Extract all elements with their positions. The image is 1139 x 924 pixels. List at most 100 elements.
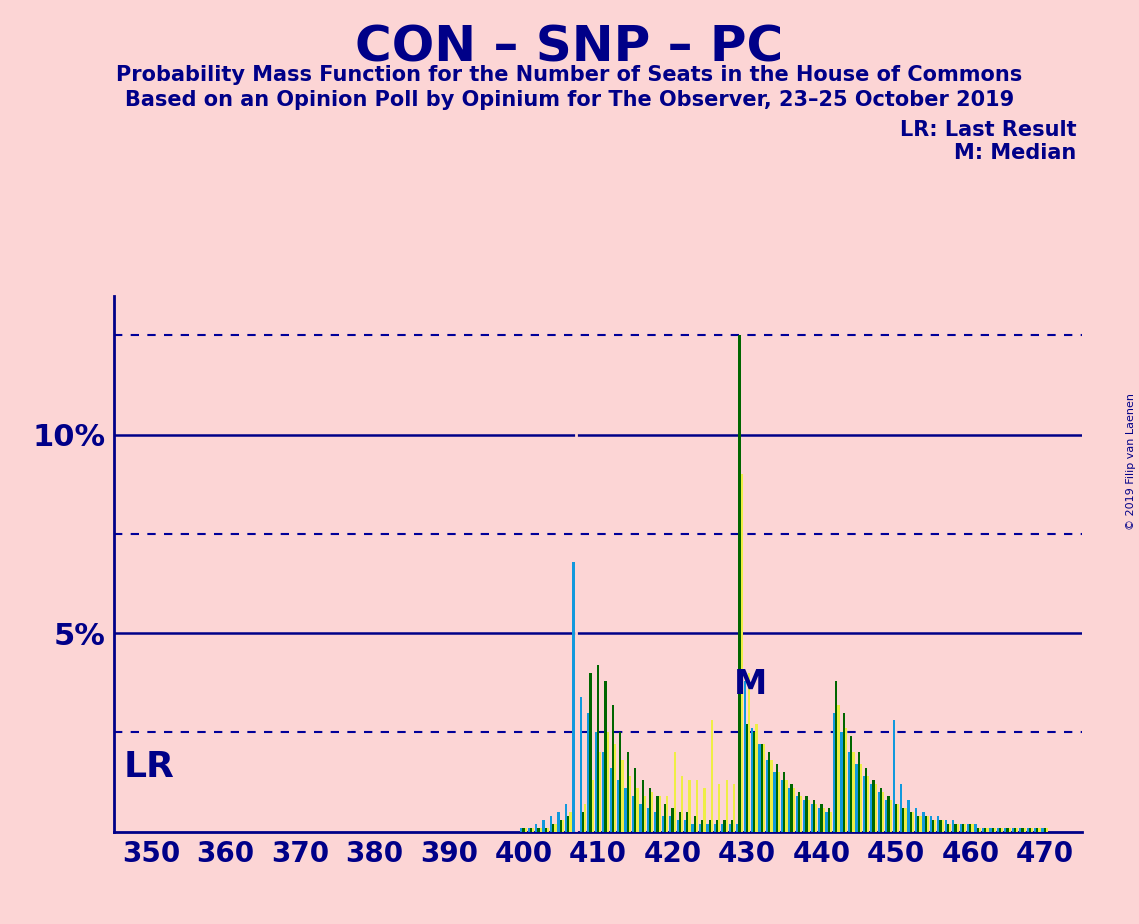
Bar	[917, 816, 919, 832]
Bar	[527, 828, 530, 832]
Bar	[872, 780, 875, 832]
Bar	[559, 820, 562, 832]
Bar	[1001, 828, 1003, 832]
Bar	[860, 764, 862, 832]
Bar	[572, 562, 574, 832]
Bar	[662, 816, 664, 832]
Bar	[969, 823, 972, 832]
Bar	[904, 808, 907, 832]
Bar	[975, 823, 976, 832]
Bar	[1014, 828, 1016, 832]
Bar	[984, 828, 986, 832]
Bar	[540, 828, 542, 832]
Bar	[521, 828, 523, 832]
Bar	[538, 828, 540, 832]
Bar	[622, 760, 624, 832]
Bar	[932, 820, 934, 832]
Bar	[656, 796, 658, 832]
Text: M: M	[734, 668, 768, 700]
Bar	[609, 768, 612, 832]
Bar	[644, 796, 646, 832]
Bar	[890, 800, 892, 832]
Bar	[898, 804, 899, 832]
Bar	[882, 792, 884, 832]
Text: M: Median: M: Median	[954, 143, 1076, 164]
Bar	[584, 804, 587, 832]
Bar	[666, 796, 669, 832]
Bar	[1005, 828, 1007, 832]
Bar	[1029, 828, 1031, 832]
Bar	[738, 335, 740, 832]
Bar	[1016, 828, 1018, 832]
Bar	[778, 772, 780, 832]
Bar	[673, 752, 675, 832]
Bar	[820, 804, 822, 832]
Bar	[567, 816, 570, 832]
Bar	[599, 752, 601, 832]
Bar	[949, 823, 951, 832]
Bar	[816, 804, 818, 832]
Bar	[736, 823, 738, 832]
Bar	[929, 816, 932, 832]
Bar	[790, 784, 793, 832]
Bar	[875, 784, 877, 832]
Bar	[751, 728, 753, 832]
Bar	[535, 823, 538, 832]
Text: LR: LR	[123, 750, 174, 784]
Bar	[833, 712, 835, 832]
Bar	[878, 792, 879, 832]
Bar	[716, 820, 719, 832]
Bar	[708, 820, 711, 832]
Bar	[828, 808, 830, 832]
Bar	[773, 772, 776, 832]
Bar	[550, 816, 552, 832]
Bar	[862, 776, 865, 832]
Bar	[934, 820, 936, 832]
Bar	[885, 800, 887, 832]
Bar	[782, 772, 785, 832]
Bar	[759, 744, 761, 832]
Bar	[765, 760, 768, 832]
Bar	[908, 800, 910, 832]
Bar	[624, 788, 626, 832]
Bar	[723, 820, 726, 832]
Bar	[714, 823, 716, 832]
Bar	[591, 780, 593, 832]
Bar	[994, 828, 995, 832]
Text: Probability Mass Function for the Number of Seats in the House of Commons: Probability Mass Function for the Number…	[116, 65, 1023, 85]
Bar	[632, 796, 634, 832]
Bar	[811, 804, 813, 832]
Bar	[523, 828, 525, 832]
Bar	[796, 796, 798, 832]
Bar	[532, 828, 534, 832]
Bar	[1041, 828, 1043, 832]
Bar	[852, 752, 854, 832]
Bar	[679, 812, 681, 832]
Bar	[923, 812, 925, 832]
Bar	[607, 733, 608, 832]
Bar	[530, 828, 532, 832]
Bar	[830, 812, 833, 832]
Bar	[677, 820, 679, 832]
Bar	[612, 705, 614, 832]
Bar	[588, 712, 589, 832]
Bar	[589, 673, 591, 832]
Bar	[1034, 828, 1036, 832]
Bar	[1046, 828, 1048, 832]
Bar	[719, 784, 721, 832]
Bar	[734, 784, 736, 832]
Bar	[525, 828, 527, 832]
Bar	[746, 724, 748, 832]
Bar	[808, 800, 810, 832]
Bar	[902, 808, 904, 832]
Bar	[843, 712, 845, 832]
Bar	[620, 733, 622, 832]
Bar	[1009, 828, 1011, 832]
Bar	[570, 812, 572, 832]
Bar	[803, 800, 805, 832]
Bar	[748, 673, 751, 832]
Bar	[582, 812, 584, 832]
Bar	[696, 780, 698, 832]
Bar	[954, 823, 957, 832]
Bar	[614, 744, 616, 832]
